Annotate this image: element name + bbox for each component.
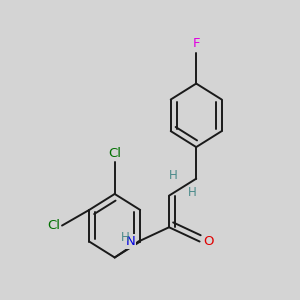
Text: F: F	[193, 37, 200, 50]
Text: O: O	[203, 235, 214, 248]
Text: H: H	[121, 231, 130, 244]
Text: H: H	[188, 186, 197, 200]
Text: Cl: Cl	[108, 147, 121, 160]
Text: H: H	[169, 169, 178, 182]
Text: Cl: Cl	[47, 219, 60, 232]
Text: N: N	[126, 235, 136, 248]
